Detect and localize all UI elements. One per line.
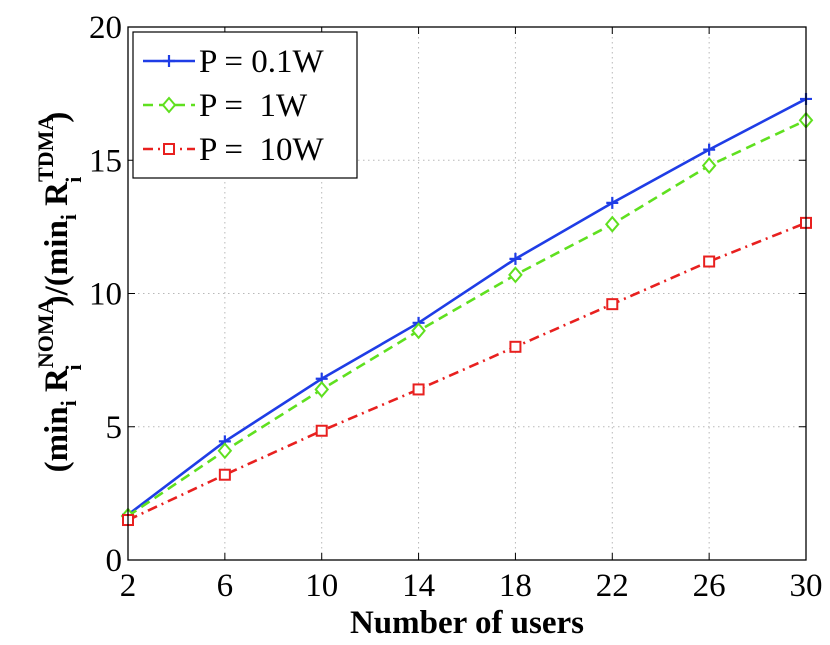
x-tick-label: 26 [693,568,726,604]
axes [127,26,807,561]
data-point-square [163,143,175,155]
x-tick-label: 2 [120,568,137,604]
y-tick-label: 10 [89,277,122,313]
data-point-diamond [161,96,177,114]
legend-label: P = 1W [199,88,308,124]
data-point-plus [606,196,619,209]
data-point-square [703,255,716,268]
data-point-square [412,383,425,396]
data-point-plus [703,143,716,156]
grid [128,27,806,560]
y-tick-label: 0 [106,543,123,579]
data-point-plus [163,55,175,67]
legend-entry: P = 1W [143,88,308,124]
legend: P = 0.1W P = 1W P = 10W [132,31,358,179]
y-tick-label: 15 [89,143,122,179]
data-point-square [606,298,619,311]
legend-label: P = 0.1W [199,44,324,80]
y-tick-label: 5 [106,410,123,446]
y-tick-label: 20 [89,10,122,46]
series-3 [122,216,812,527]
data-point-diamond [411,322,426,340]
x-tick-label: 30 [790,568,823,604]
data-point-square [315,424,328,437]
data-point-plus [509,252,522,265]
legend-entry: P = 0.1W [143,44,324,80]
x-tick-label: 10 [305,568,338,604]
y-axis-label: (mini RNOMA i)/(mini RTDMA i) [33,112,86,473]
x-tick-label: 14 [402,568,435,604]
data-point-diamond [508,266,523,284]
data-point-square [509,340,522,353]
x-tick-label: 6 [217,568,234,604]
legend-entry: P = 10W [143,132,324,168]
series-line [127,221,807,522]
data-point-diamond [701,157,717,175]
legend-label: P = 10W [199,132,324,168]
data-point-square [218,468,231,481]
data-point-diamond [314,380,330,398]
x-tick-label: 22 [596,568,629,604]
data-point-diamond [217,442,233,460]
data-point-diamond [604,215,620,233]
x-tick-label: 18 [499,568,532,604]
series-lines [120,92,814,527]
x-axis-label: Number of users [350,605,584,641]
series-line [127,97,807,516]
series-line [127,119,807,518]
